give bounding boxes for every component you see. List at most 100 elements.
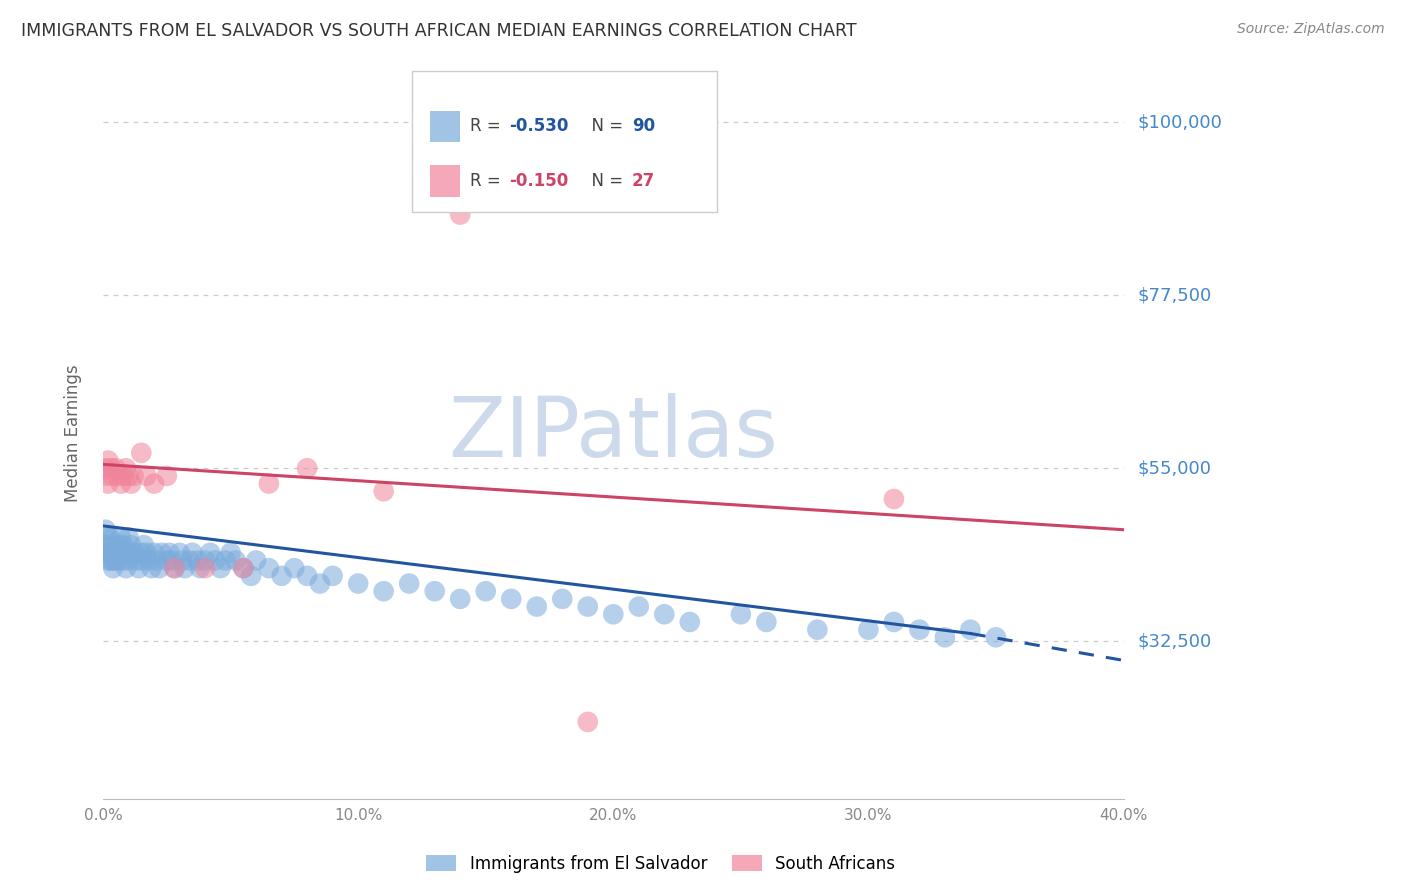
Point (347, 576, 370, 591)
Point (240, 569, 263, 583)
Point (730, 607, 752, 622)
Point (908, 623, 931, 637)
Text: N =: N = (581, 172, 628, 190)
Point (107, 553, 129, 567)
Point (283, 561, 305, 575)
Point (157, 546, 180, 560)
Text: $32,500: $32,500 (1137, 632, 1212, 650)
Point (107, 469, 129, 483)
Point (94, 546, 117, 560)
Point (449, 591, 471, 606)
Text: -0.150: -0.150 (509, 172, 568, 190)
Point (232, 561, 254, 575)
Point (156, 469, 179, 483)
Point (652, 607, 675, 622)
Point (97, 453, 120, 467)
Text: ZIPatlas: ZIPatlas (449, 393, 778, 475)
Point (309, 576, 332, 591)
Point (270, 569, 292, 583)
Point (179, 553, 201, 567)
Point (169, 546, 191, 560)
Point (245, 553, 267, 567)
Point (94, 523, 117, 537)
Point (110, 476, 132, 491)
Point (501, 591, 523, 606)
Point (132, 538, 155, 552)
Point (156, 553, 179, 567)
FancyBboxPatch shape (430, 111, 460, 142)
Point (103, 469, 125, 483)
Point (449, 208, 471, 222)
Point (117, 553, 139, 567)
Point (100, 546, 122, 560)
Point (100, 461, 122, 475)
Point (576, 599, 599, 614)
Point (135, 469, 157, 483)
Point (110, 530, 132, 544)
Point (143, 546, 166, 560)
Point (959, 623, 981, 637)
Point (117, 546, 139, 560)
Point (163, 561, 186, 575)
Point (194, 561, 217, 575)
Point (181, 546, 204, 560)
Point (104, 546, 127, 560)
Point (103, 561, 125, 575)
Point (295, 569, 318, 583)
Point (117, 530, 139, 544)
Point (112, 538, 135, 552)
Point (150, 546, 173, 560)
Point (94, 538, 117, 552)
Point (138, 553, 160, 567)
Text: $77,500: $77,500 (1137, 286, 1212, 304)
Point (160, 553, 183, 567)
Point (627, 599, 650, 614)
FancyBboxPatch shape (430, 165, 460, 197)
Point (148, 561, 170, 575)
Point (100, 553, 122, 567)
Point (423, 584, 446, 599)
Point (97, 476, 120, 491)
Point (257, 476, 280, 491)
Point (122, 469, 145, 483)
Y-axis label: Median Earnings: Median Earnings (65, 365, 82, 502)
Point (526, 599, 548, 614)
Point (322, 569, 344, 583)
Text: Source: ZipAtlas.com: Source: ZipAtlas.com (1237, 22, 1385, 37)
Point (186, 553, 208, 567)
Point (984, 631, 1007, 645)
Text: 90: 90 (631, 117, 655, 135)
Point (576, 714, 599, 729)
Point (679, 615, 702, 629)
Point (373, 584, 395, 599)
Point (97, 546, 120, 560)
FancyBboxPatch shape (412, 70, 717, 212)
Point (110, 546, 132, 560)
Point (295, 461, 318, 475)
Point (883, 615, 905, 629)
Point (122, 546, 145, 560)
Point (128, 561, 150, 575)
Point (145, 553, 167, 567)
Text: N =: N = (581, 117, 628, 135)
Point (131, 446, 153, 460)
Point (97, 553, 120, 567)
Point (131, 546, 153, 560)
Point (112, 469, 135, 483)
Text: $55,000: $55,000 (1137, 459, 1212, 477)
Point (117, 469, 139, 483)
Point (551, 591, 574, 606)
Point (115, 561, 138, 575)
Point (198, 546, 221, 560)
Point (934, 631, 956, 645)
Point (225, 553, 247, 567)
Point (232, 561, 254, 575)
Point (883, 491, 905, 506)
Text: $100,000: $100,000 (1137, 113, 1222, 131)
Point (209, 561, 232, 575)
Point (97, 530, 120, 544)
Point (602, 607, 624, 622)
Point (120, 538, 142, 552)
Point (112, 553, 135, 567)
Text: -0.530: -0.530 (509, 117, 568, 135)
